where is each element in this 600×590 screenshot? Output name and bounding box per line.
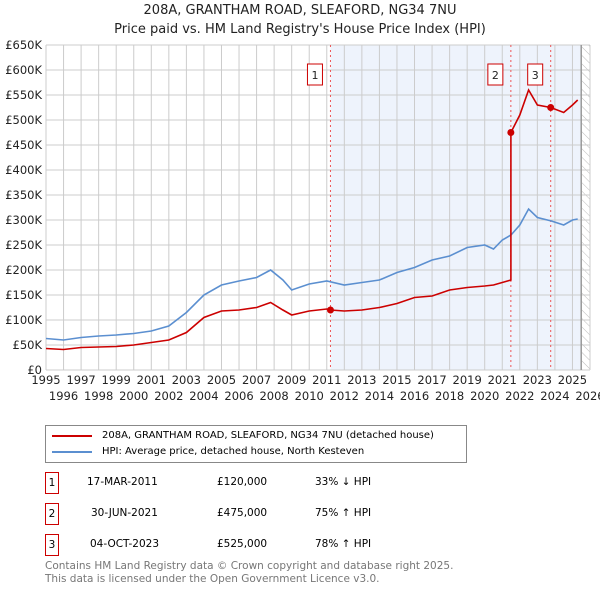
x-tick-label: 2011	[312, 373, 341, 387]
x-tick-label: 1998	[84, 389, 113, 403]
y-tick-label: £500K	[5, 113, 42, 127]
transaction-row: 2 30-JUN-2021 £475,000 75% ↑ HPI	[45, 503, 545, 525]
x-tick-label: 2012	[330, 389, 359, 403]
transaction-price: £475,000	[217, 507, 268, 519]
chart-title: 208A, GRANTHAM ROAD, SLEAFORD, NG34 7NU	[143, 3, 457, 18]
x-tick-label: 2021	[488, 373, 517, 387]
sale-badge-label: 1	[311, 69, 318, 82]
sale-badge-label: 3	[532, 69, 539, 82]
legend-label-property: 208A, GRANTHAM ROAD, SLEAFORD, NG34 7NU …	[102, 430, 434, 441]
x-tick-label: 2018	[435, 389, 464, 403]
y-tick-label: £550K	[5, 88, 42, 102]
x-tick-label: 1999	[102, 373, 131, 387]
transaction-date: 30-JUN-2021	[91, 507, 158, 519]
x-tick-label: 2016	[400, 389, 429, 403]
price-paid-line	[45, 88, 579, 351]
y-tick-label: £650K	[5, 38, 42, 52]
sale-point	[547, 104, 555, 111]
transaction-price: £120,000	[217, 476, 268, 488]
y-tick-label: £250K	[5, 238, 42, 252]
y-tick-label: £300K	[5, 213, 42, 227]
transaction-badge: 3	[45, 534, 59, 556]
sale-badge	[306, 63, 323, 86]
x-tick-label: 2009	[277, 373, 306, 387]
transaction-badge: 1	[45, 472, 59, 494]
x-tick-label: 2026	[575, 389, 600, 403]
transaction-badge: 2	[45, 503, 59, 525]
x-tick-label: 1995	[31, 373, 60, 387]
x-tick-label: 2004	[189, 389, 218, 403]
legend: 208A, GRANTHAM ROAD, SLEAFORD, NG34 7NU …	[45, 425, 467, 463]
x-tick-label: 2015	[382, 373, 411, 387]
legend-swatch-hpi	[52, 450, 92, 453]
footer-licence: This data is licensed under the Open Gov…	[45, 573, 380, 585]
x-tick-label: 2000	[119, 389, 148, 403]
forecast-hatch	[581, 45, 590, 370]
transaction-hpi: 33% ↓ HPI	[315, 476, 372, 488]
sale-badge	[487, 63, 504, 86]
x-tick-label: 2007	[242, 373, 271, 387]
y-tick-label: £350K	[5, 188, 42, 202]
sale-point	[326, 306, 334, 314]
hpi-line	[45, 207, 578, 341]
x-tick-label: 2023	[523, 373, 552, 387]
x-tick-label: 2017	[417, 373, 446, 387]
x-tick-label: 2013	[347, 373, 376, 387]
x-tick-label: 2022	[505, 389, 534, 403]
x-tick-label: 2010	[295, 389, 324, 403]
y-tick-label: £450K	[5, 138, 42, 152]
x-tick-label: 2003	[172, 373, 201, 387]
y-tick-label: £100K	[5, 313, 42, 327]
x-tick-label: 2024	[540, 389, 569, 403]
x-tick-label: 1997	[66, 373, 95, 387]
legend-swatch-property	[52, 434, 92, 437]
footer-copyright: Contains HM Land Registry data © Crown c…	[45, 560, 454, 572]
y-tick-label: £200K	[5, 263, 42, 277]
transaction-date: 17-MAR-2011	[87, 476, 158, 488]
transaction-hpi: 78% ↑ HPI	[315, 538, 372, 550]
transaction-hpi: 75% ↑ HPI	[315, 507, 372, 519]
y-tick-label: £150K	[5, 288, 42, 302]
x-tick-label: 2020	[470, 389, 499, 403]
x-tick-label: 2008	[259, 389, 288, 403]
x-tick-label: 2025	[558, 373, 587, 387]
x-tick-label: 2001	[137, 373, 166, 387]
shaded-region	[330, 45, 582, 370]
y-tick-label: £0	[27, 363, 42, 377]
x-tick-label: 1996	[49, 389, 78, 403]
y-tick-label: £50K	[13, 338, 43, 352]
sale-badge-label: 2	[492, 69, 499, 82]
y-tick-label: £600K	[5, 63, 42, 77]
y-tick-label: £400K	[5, 163, 42, 177]
transaction-price: £525,000	[217, 538, 268, 550]
footer: Contains HM Land Registry data © Crown c…	[45, 560, 453, 586]
price-chart: 1995 1996 1997 1998 1999 2000 2001 2002 2003 2004…	[5, 38, 600, 403]
transaction-date: 04-OCT-2023	[90, 538, 159, 550]
x-tick-label: 2002	[154, 389, 183, 403]
x-tick-label: 2019	[453, 373, 482, 387]
transaction-row: 3 04-OCT-2023 £525,000 78% ↑ HPI	[45, 534, 545, 556]
x-tick-label: 2006	[224, 389, 253, 403]
sale-badge	[527, 63, 544, 86]
x-tick-label: 2014	[365, 389, 394, 403]
legend-label-hpi: HPI: Average price, detached house, Nort…	[102, 446, 365, 457]
sale-point	[507, 129, 515, 136]
chart-subtitle: Price paid vs. HM Land Registry's House …	[114, 22, 486, 37]
x-tick-label: 2005	[207, 373, 236, 387]
transaction-row: 1 17-MAR-2011 £120,000 33% ↓ HPI	[45, 472, 545, 494]
